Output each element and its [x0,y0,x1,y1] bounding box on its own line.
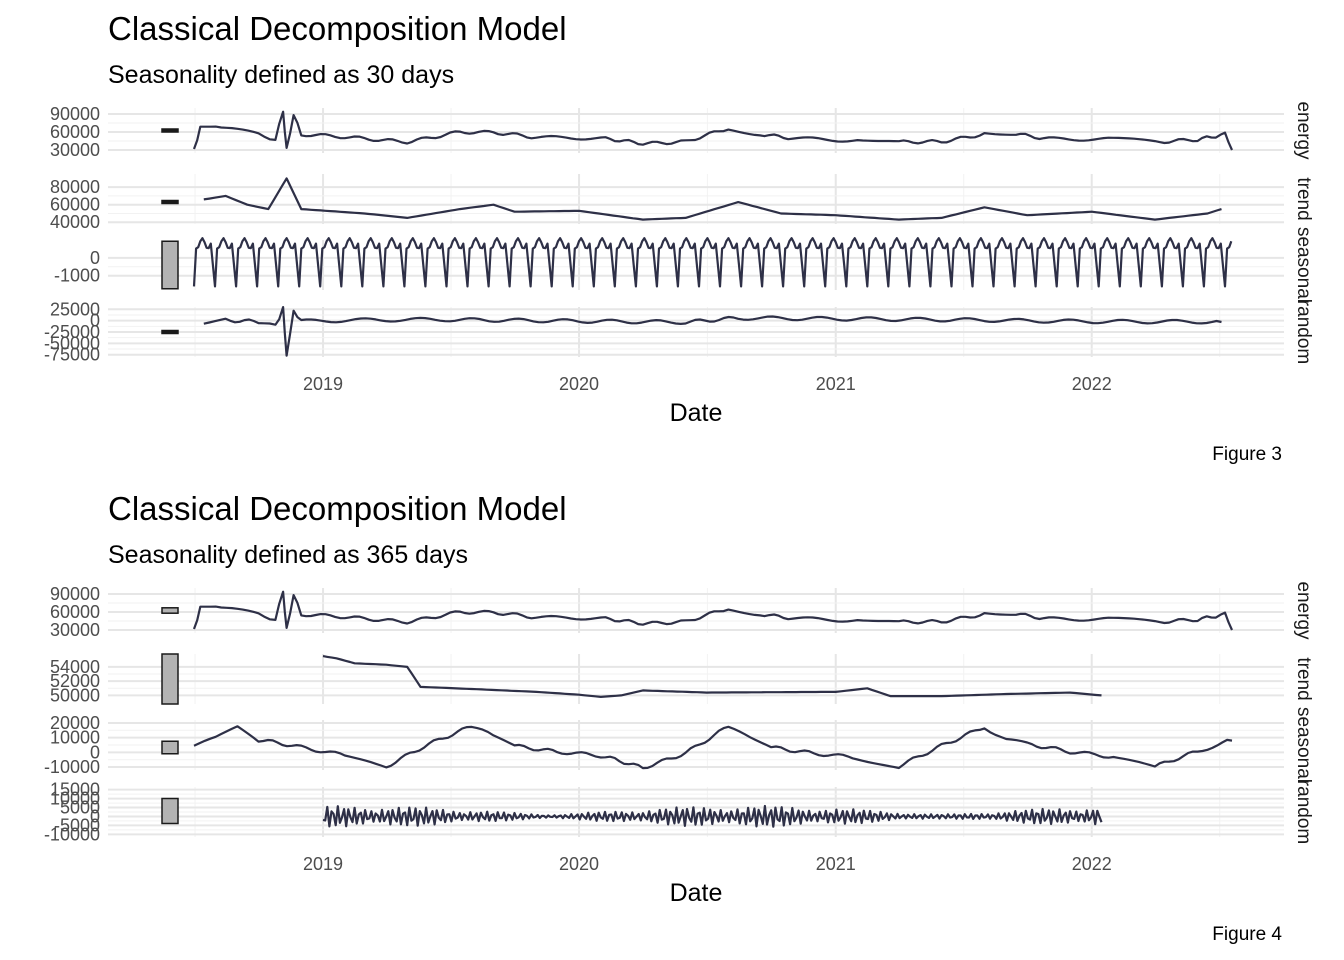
y-tick-label: 80000 [50,177,100,197]
range-bar [161,607,179,614]
x-tick-label: 2021 [816,374,856,394]
y-tick-label: 0 [90,806,100,826]
strip-label: energy [1293,581,1314,640]
y-tick-label: 60000 [50,602,100,622]
panel-seasonal: 0-1000 seasonal [54,227,1314,303]
y-tick-label: 30000 [50,140,100,160]
strip-label: seasonal [1293,227,1314,303]
y-tick-label: 25000 [50,299,100,319]
figure-3: Classical Decomposition Model Seasonality… [44,10,1314,465]
series-line-random [203,306,1222,357]
x-tick-label: 2022 [1072,854,1112,874]
strip-label: trend [1293,657,1314,700]
y-tick-label: 52000 [50,671,100,691]
x-tick-label: 2019 [303,854,343,874]
y-tick-label: 5000 [60,798,100,818]
y-tick-label: 10000 [50,728,100,748]
figure-caption: Figure 4 [1212,924,1282,945]
strip-label: seasonal [1293,707,1314,783]
strip-label: random [1293,300,1314,364]
y-tick-label: -75000 [44,345,100,365]
series-line-trend [322,655,1102,698]
x-axis-label: Date [670,399,723,427]
series-line-seasonal [192,237,1233,288]
y-tick-label: 10000 [50,789,100,809]
y-tick-label: -10000 [44,824,100,844]
y-tick-label: 90000 [50,104,100,124]
chart-title: Classical Decomposition Model [108,490,567,527]
range-bar [161,797,179,825]
series-line-seasonal [193,725,1233,770]
x-tick-label: 2019 [303,374,343,394]
chart-title: Classical Decomposition Model [108,10,567,47]
x-tick-label: 2021 [816,854,856,874]
range-bar [161,128,179,133]
range-bar [161,653,179,705]
series-line-energy [192,110,1234,151]
y-tick-label: -50000 [44,333,100,353]
series-line-energy [192,590,1234,631]
x-tick-label: 2022 [1072,374,1112,394]
y-tick-label: -10000 [44,757,100,777]
y-tick-label: -5000 [54,815,100,835]
y-tick-label: 90000 [50,584,100,604]
y-tick-label: 0 [90,248,100,268]
y-tick-label: 60000 [50,122,100,142]
y-tick-label: 20000 [50,713,100,733]
series-line-random [322,804,1103,828]
y-tick-label: 40000 [50,212,100,232]
y-tick-label: 0 [90,311,100,331]
y-tick-label: -25000 [44,322,100,342]
figure-4: Classical Decomposition Model Seasonality… [44,490,1314,945]
y-tick-label: 15000 [50,780,100,800]
y-tick-label: 50000 [50,685,100,705]
strip-label: trend [1293,177,1314,220]
series-line-trend [203,177,1222,221]
y-tick-label: 54000 [50,657,100,677]
figure-caption: Figure 3 [1212,444,1282,465]
y-tick-label: 60000 [50,195,100,215]
chart-subtitle: Seasonality defined as 30 days [108,61,454,89]
range-bar [161,740,179,755]
strip-label: energy [1293,101,1314,160]
x-tick-label: 2020 [559,374,599,394]
y-tick-label: 30000 [50,620,100,640]
chart-subtitle: Seasonality defined as 365 days [108,541,468,569]
x-axis-label: Date [670,879,723,907]
x-tick-label: 2020 [559,854,599,874]
range-bar [161,329,179,335]
strip-label: random [1293,780,1314,844]
range-bar [161,240,179,290]
y-tick-label: 0 [90,742,100,762]
y-tick-label: -1000 [54,266,100,286]
range-bar [161,199,179,205]
